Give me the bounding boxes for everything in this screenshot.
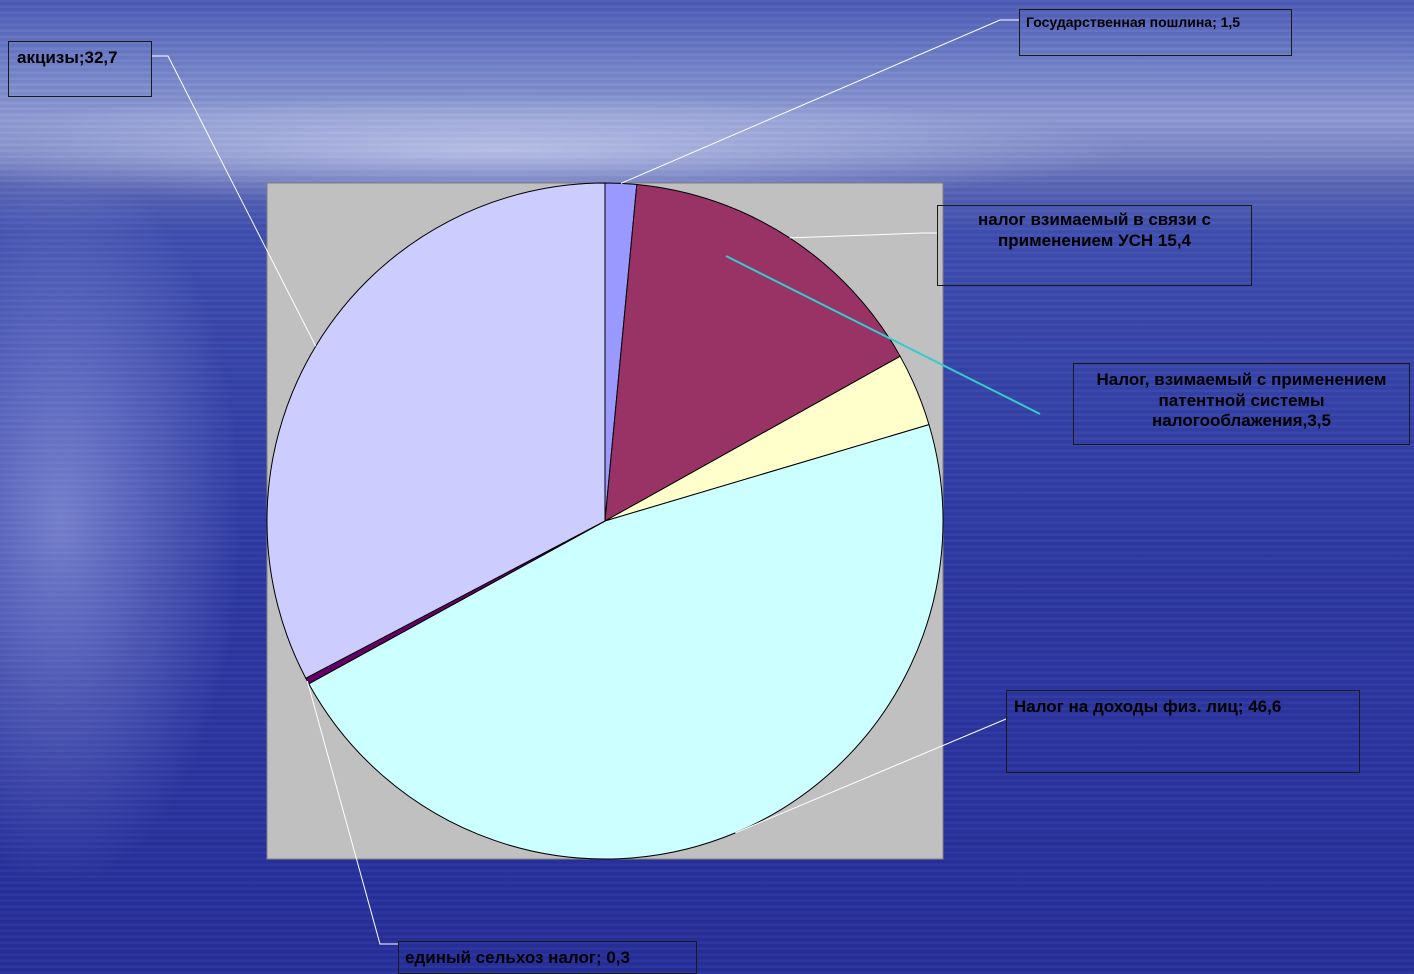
leader-line-ndfl (735, 718, 1007, 834)
label-selkhoz: единый сельхоз налог; 0,3 (398, 941, 697, 974)
leader-line-aktsizy (152, 55, 317, 347)
label-gosposhlina: Государственная пошлина; 1,5 (1019, 9, 1292, 56)
label-ndfl: Налог на доходы физ. лиц; 46,6 (1006, 690, 1360, 773)
leader-line-patent (725, 255, 1041, 415)
leader-line-usn (789, 232, 937, 239)
label-patent: Налог, взимаемый с применением патентной… (1073, 363, 1410, 445)
slice-aktsizy (266, 182, 606, 679)
label-aktsizy: акцизы;32,7 (8, 41, 152, 97)
leader-line-selkhoz (306, 680, 398, 945)
leader-line-gosposhlina (620, 19, 1019, 184)
label-usn: налог взимаемый в связи с применением УС… (937, 205, 1252, 286)
